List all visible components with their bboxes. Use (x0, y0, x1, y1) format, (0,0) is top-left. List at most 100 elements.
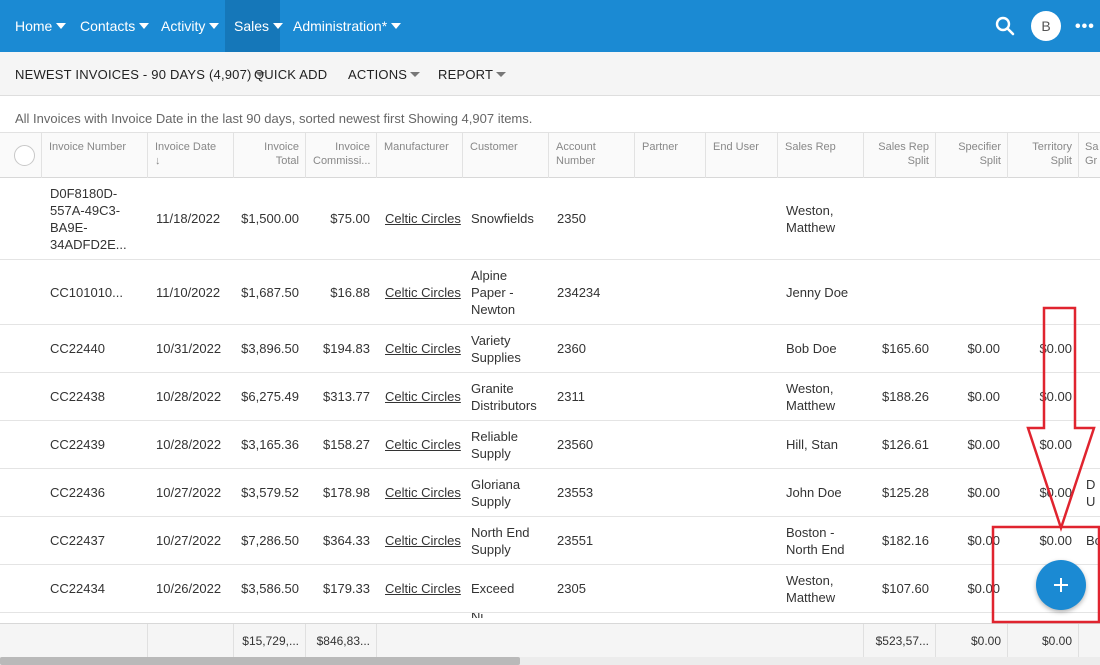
table-row[interactable]: CC22439 10/28/2022 $3,165.36 $158.27 Cel… (0, 421, 1100, 469)
cell-invoice-number[interactable]: CC22436 (50, 485, 105, 500)
quick-add-button[interactable]: QUICK ADD (254, 52, 327, 96)
nav-administration-label: Administration* (293, 18, 388, 34)
cell-customer: Ni (471, 613, 511, 618)
manufacturer-link[interactable]: Celtic Circles (385, 211, 461, 226)
nav-contacts[interactable]: Contacts (80, 0, 150, 52)
column-header-invoice-number[interactable]: Invoice Number (42, 133, 148, 178)
column-header-manufacturer[interactable]: Manufacturer (377, 133, 463, 178)
column-header-label: Sa Gr (1085, 141, 1099, 167)
column-header-invoice-commission[interactable]: Invoice Commissi... (306, 133, 377, 178)
cell-invoice-number[interactable]: CC22439 (50, 437, 105, 452)
search-icon[interactable] (994, 15, 1016, 37)
manufacturer-link[interactable]: Celtic Circles (385, 341, 461, 356)
manufacturer-link[interactable]: Celtic Circles (385, 485, 461, 500)
column-header-invoice-total[interactable]: Invoice Total (234, 133, 306, 178)
manufacturer-link[interactable]: Celtic Circles (385, 284, 461, 300)
cell-invoice-date: 10/26/2022 (156, 581, 222, 596)
nav-sales[interactable]: Sales (225, 0, 284, 52)
plus-icon (1054, 578, 1068, 592)
manufacturer-link[interactable]: Celtic Circles (385, 389, 461, 404)
footer-territory-split: $0.00 (1008, 624, 1079, 658)
nav-home[interactable]: Home (15, 0, 67, 52)
add-button[interactable] (1036, 560, 1086, 610)
nav-contacts-label: Contacts (80, 18, 136, 34)
actions-menu-label: ACTIONS (348, 66, 408, 82)
cell-manufacturer: Celtic Circles (385, 565, 463, 612)
cell-invoice-total: $3,165.36 (241, 437, 299, 452)
nav-administration[interactable]: Administration* (293, 0, 402, 52)
avatar[interactable]: B (1031, 11, 1061, 41)
column-header-label: Partner (642, 141, 679, 153)
cell-sales-group: D U (1086, 476, 1096, 509)
cell-account-number: 23553 (557, 485, 594, 500)
cell-sales-group: Bo (1086, 533, 1100, 548)
column-header-end-user[interactable]: End User (706, 133, 778, 178)
view-selector-label: NEWEST INVOICES - 90 DAYS (4,907) (15, 66, 252, 82)
cell-invoice-commission: $364.33 (323, 533, 370, 548)
cell-territory-split: $0.00 (1039, 533, 1072, 548)
cell-customer: Gloriana Supply (471, 476, 521, 509)
manufacturer-link[interactable]: Celtic Circles (385, 533, 461, 548)
select-all-checkbox[interactable] (14, 145, 35, 166)
cell-invoice-number[interactable]: CC101010... (50, 284, 123, 300)
footer-invoice-total: $15,729,... (234, 624, 306, 658)
chevron-down-icon (139, 23, 150, 29)
cell-invoice-number[interactable]: CC22434 (50, 581, 105, 596)
column-header-label: Account Number (556, 141, 596, 167)
cell-territory-split: $0.00 (1039, 341, 1072, 356)
cell-sales-rep: Weston, Matthew (786, 572, 836, 605)
cell-territory-split: $0.00 (1039, 437, 1072, 452)
table-row[interactable]: CC22434 10/26/2022 $3,586.50 $179.33 Cel… (0, 565, 1100, 613)
table-row[interactable]: CC101010... 11/10/2022 $1,687.50 $16.88 … (0, 260, 1100, 325)
table-row[interactable]: CC22437 10/27/2022 $7,286.50 $364.33 Cel… (0, 517, 1100, 565)
cell-invoice-commission: $194.83 (323, 341, 370, 356)
cell-specifier-split: $0.00 (967, 341, 1000, 356)
column-header-sales-rep[interactable]: Sales Rep (778, 133, 864, 178)
horizontal-scrollbar[interactable] (0, 657, 1100, 665)
cell-customer: North End Supply (471, 524, 530, 557)
column-header-invoice-date[interactable]: Invoice Date ↓ (148, 133, 234, 178)
totals-footer: $15,729,... $846,83... $523,57... $0.00 … (0, 623, 1100, 658)
list-toolbar: NEWEST INVOICES - 90 DAYS (4,907) QUICK … (0, 52, 1100, 96)
table-row[interactable]: D0F8180D-557A-49C3-BA9E-34ADFD2E... 11/1… (0, 178, 1100, 260)
column-header-territory-split[interactable]: Territory Split (1008, 133, 1079, 178)
column-header-specifier-split[interactable]: Specifier Split (936, 133, 1008, 178)
manufacturer-link[interactable]: Celtic Circles (385, 581, 461, 596)
cell-territory-split: $0.00 (1039, 485, 1072, 500)
horizontal-scrollbar-thumb[interactable] (0, 657, 520, 665)
column-header-customer[interactable]: Customer (463, 133, 549, 178)
manufacturer-link[interactable]: Celtic Circles (385, 437, 461, 452)
chevron-down-icon (56, 23, 67, 29)
cell-invoice-date: 11/18/2022 (156, 211, 221, 226)
table-row-partial[interactable]: Ni (0, 613, 1100, 623)
cell-invoice-number[interactable]: CC22437 (50, 533, 105, 548)
footer-sales-rep-split: $523,57... (864, 624, 936, 658)
column-header-label: Sales Rep (785, 141, 836, 153)
view-selector[interactable]: NEWEST INVOICES - 90 DAYS (4,907) (15, 52, 265, 96)
cell-sales-rep-split: $165.60 (882, 341, 929, 356)
table-row[interactable]: CC22440 10/31/2022 $3,896.50 $194.83 Cel… (0, 325, 1100, 373)
cell-specifier-split: $0.00 (967, 389, 1000, 404)
cell-sales-rep: Boston - North End (786, 524, 845, 557)
cell-invoice-number[interactable]: D0F8180D-557A-49C3-BA9E-34ADFD2E... (50, 185, 127, 252)
column-header-sales-rep-split[interactable]: Sales Rep Split (864, 133, 936, 178)
table-row[interactable]: CC22436 10/27/2022 $3,579.52 $178.98 Cel… (0, 469, 1100, 517)
nav-activity[interactable]: Activity (161, 0, 220, 52)
cell-manufacturer: Celtic Circles (385, 325, 463, 372)
actions-menu[interactable]: ACTIONS (348, 52, 421, 96)
table-row[interactable]: CC22438 10/28/2022 $6,275.49 $313.77 Cel… (0, 373, 1100, 421)
column-header-label: Territory Split (1032, 141, 1072, 167)
chevron-down-icon (496, 71, 507, 77)
chevron-down-icon (254, 71, 265, 77)
cell-invoice-number[interactable]: CC22438 (50, 389, 105, 404)
more-icon[interactable]: ••• (1075, 18, 1095, 35)
column-header-account-number[interactable]: Account Number (549, 133, 635, 178)
cell-invoice-number[interactable]: CC22440 (50, 341, 105, 356)
column-header-partner[interactable]: Partner (635, 133, 706, 178)
cell-sales-rep: Hill, Stan (786, 437, 839, 452)
report-menu[interactable]: REPORT (438, 52, 507, 96)
cell-customer: Granite Distributors (471, 380, 537, 413)
column-header-sales-group[interactable]: Sa Gr (1079, 133, 1100, 178)
nav-sales-label: Sales (234, 18, 270, 34)
cell-sales-rep-split: $125.28 (882, 485, 929, 500)
